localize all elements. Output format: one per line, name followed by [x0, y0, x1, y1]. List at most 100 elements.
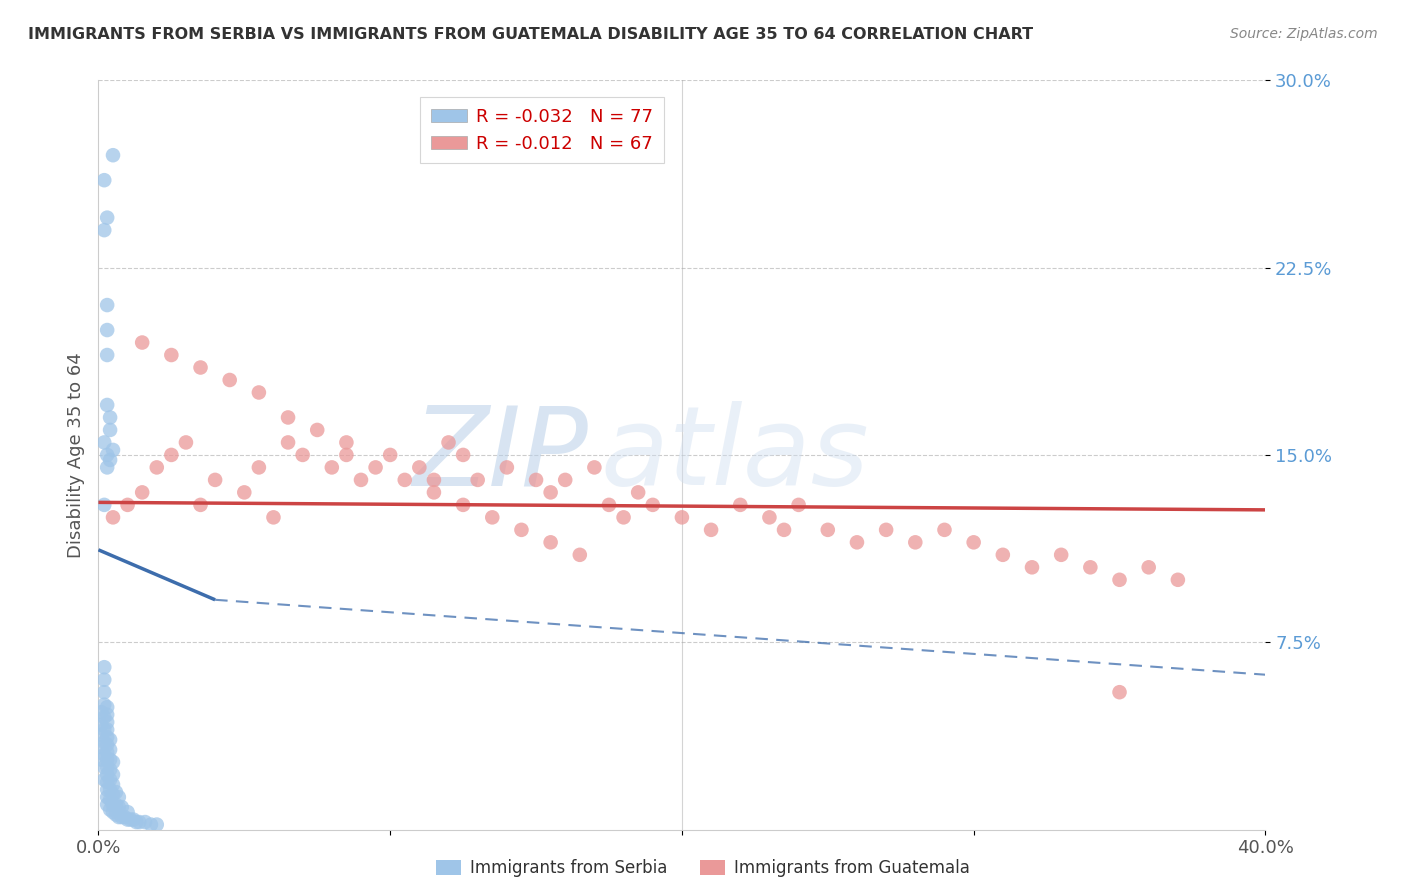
Point [93, 660, 115, 674]
Point [451, 498, 474, 512]
Point [730, 498, 752, 512]
Point [98, 453, 121, 467]
Point [131, 335, 153, 350]
Point [321, 460, 343, 475]
Point [583, 460, 606, 475]
Text: atlas: atlas [600, 401, 869, 508]
Point [96, 715, 118, 730]
Point [108, 790, 131, 805]
Point [612, 510, 634, 524]
Point [758, 510, 780, 524]
Point [101, 755, 124, 769]
Point [111, 810, 134, 824]
Point [117, 498, 139, 512]
Point [991, 548, 1014, 562]
Point [554, 473, 576, 487]
Point [98, 792, 121, 806]
Point [104, 797, 127, 812]
Point [93, 173, 115, 187]
Point [93, 435, 115, 450]
Point [451, 448, 474, 462]
Point [218, 373, 240, 387]
Point [98, 742, 121, 756]
Point [98, 803, 121, 817]
Point [134, 815, 156, 830]
Point [98, 753, 121, 767]
Point [96, 745, 118, 759]
Point [96, 707, 118, 722]
Point [190, 498, 212, 512]
Point [93, 673, 115, 687]
Point [120, 813, 142, 827]
Point [568, 548, 591, 562]
Point [1080, 560, 1102, 574]
Point [773, 523, 796, 537]
Point [96, 211, 118, 225]
Point [627, 485, 650, 500]
Point [93, 498, 115, 512]
Point [98, 732, 121, 747]
Point [93, 710, 115, 724]
Point [160, 348, 183, 362]
Point [247, 385, 270, 400]
Point [540, 535, 562, 549]
Point [364, 460, 387, 475]
Point [641, 498, 664, 512]
Point [540, 485, 562, 500]
Point [96, 700, 118, 714]
Point [247, 460, 270, 475]
Point [481, 510, 503, 524]
Point [904, 535, 927, 549]
Point [128, 815, 150, 830]
Point [90, 717, 112, 731]
Point [101, 510, 124, 524]
Point [1167, 573, 1189, 587]
Point [90, 740, 112, 755]
Point [350, 473, 373, 487]
Point [90, 705, 112, 719]
Point [96, 775, 118, 789]
Point [787, 498, 810, 512]
Point [122, 813, 145, 827]
Point [96, 753, 118, 767]
Point [1108, 573, 1130, 587]
Point [335, 435, 357, 450]
Point [190, 360, 212, 375]
Point [1108, 685, 1130, 699]
Point [117, 813, 139, 827]
Point [101, 148, 124, 162]
Point [93, 747, 115, 762]
Point [875, 523, 897, 537]
Point [291, 448, 314, 462]
Point [93, 723, 115, 737]
Point [846, 535, 869, 549]
Point [1021, 560, 1043, 574]
Point [101, 767, 124, 781]
Point [817, 523, 839, 537]
Point [96, 398, 118, 412]
Point [146, 460, 169, 475]
Point [96, 738, 118, 752]
Point [101, 442, 124, 457]
Point [423, 485, 446, 500]
Point [96, 760, 118, 774]
Point [96, 723, 118, 737]
Point [93, 685, 115, 699]
Point [277, 410, 299, 425]
Point [307, 423, 329, 437]
Point [108, 800, 131, 814]
Point [104, 807, 127, 822]
Point [125, 815, 148, 830]
Point [139, 817, 162, 831]
Point [96, 348, 118, 362]
Point [96, 767, 118, 781]
Point [90, 728, 112, 742]
Point [101, 778, 124, 792]
Point [160, 448, 183, 462]
Point [700, 523, 723, 537]
Point [96, 730, 118, 744]
Point [262, 510, 284, 524]
Point [111, 800, 134, 814]
Point [96, 448, 118, 462]
Point [524, 473, 547, 487]
